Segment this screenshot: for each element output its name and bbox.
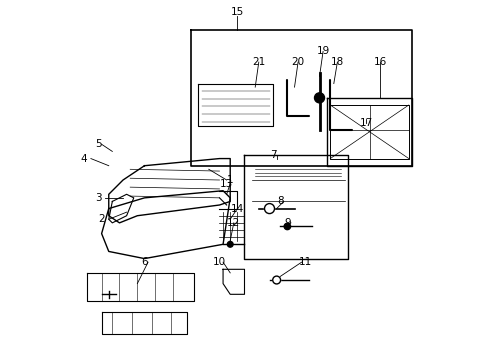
Circle shape bbox=[264, 203, 274, 213]
Text: 21: 21 bbox=[252, 57, 265, 67]
Circle shape bbox=[227, 242, 233, 247]
Text: 12: 12 bbox=[227, 218, 240, 228]
Text: 6: 6 bbox=[141, 257, 147, 267]
Circle shape bbox=[284, 223, 290, 230]
Text: 3: 3 bbox=[95, 193, 101, 203]
Circle shape bbox=[314, 93, 324, 103]
Text: 1: 1 bbox=[226, 175, 233, 185]
Text: 15: 15 bbox=[230, 7, 244, 17]
Text: 19: 19 bbox=[316, 46, 329, 57]
Text: 8: 8 bbox=[276, 197, 283, 206]
Text: 10: 10 bbox=[212, 257, 225, 267]
Text: 5: 5 bbox=[95, 139, 101, 149]
Text: 20: 20 bbox=[291, 57, 304, 67]
Text: 9: 9 bbox=[284, 218, 290, 228]
Text: 2: 2 bbox=[98, 214, 105, 224]
Text: 4: 4 bbox=[80, 154, 87, 163]
Text: 18: 18 bbox=[330, 57, 343, 67]
Text: 17: 17 bbox=[359, 118, 372, 128]
Text: 11: 11 bbox=[298, 257, 311, 267]
Text: 13: 13 bbox=[220, 179, 233, 189]
Text: 7: 7 bbox=[269, 150, 276, 160]
Circle shape bbox=[272, 276, 280, 284]
Text: 16: 16 bbox=[373, 57, 386, 67]
Text: 14: 14 bbox=[230, 203, 244, 213]
